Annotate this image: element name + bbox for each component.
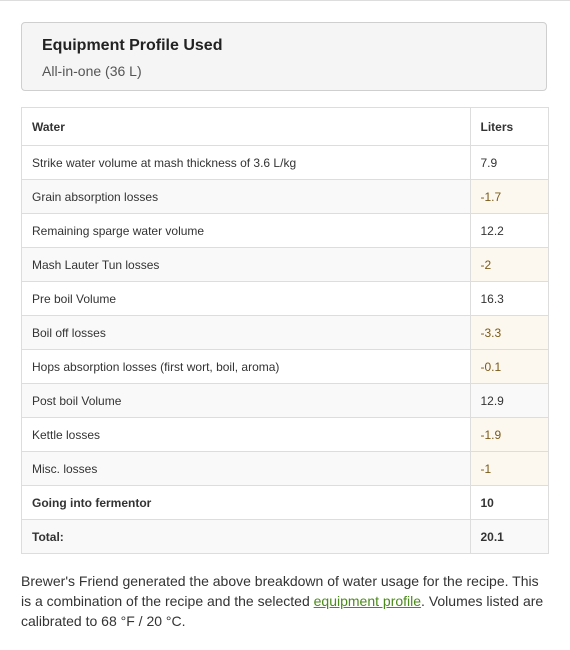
- row-value: -2: [469, 247, 548, 282]
- total-label: Total:: [22, 519, 470, 553]
- explanation-text-end: . Volumes listed are calibrated to 68 °F…: [21, 593, 544, 629]
- table-row: Strike water volume at mash thickness of…: [22, 145, 548, 180]
- table-row: Misc. losses -1: [22, 451, 548, 486]
- row-label: Hops absorption losses (first wort, boil…: [22, 349, 470, 384]
- row-value: 12.9: [469, 383, 548, 418]
- row-label: Strike water volume at mash thickness of…: [22, 145, 470, 180]
- table-row: Mash Lauter Tun losses -2: [22, 247, 548, 282]
- column-header-water: Water: [32, 119, 65, 134]
- table-row: Going into fermentor 10: [22, 485, 548, 520]
- row-value: -3.3: [469, 315, 548, 350]
- row-label: Misc. losses: [22, 451, 470, 486]
- row-value: -1.9: [469, 417, 548, 452]
- table-row: Pre boil Volume 16.3: [22, 281, 548, 316]
- row-value: 12.2: [469, 213, 548, 248]
- breakdown-explanation: Brewer's Friend generated the above brea…: [21, 571, 549, 631]
- equipment-profile-panel: Equipment Profile Used All-in-one (36 L): [21, 22, 547, 91]
- row-value: 7.9: [469, 145, 548, 180]
- row-value: 10: [469, 485, 548, 520]
- table-row: Grain absorption losses -1.7: [22, 179, 548, 214]
- table-row: Remaining sparge water volume 12.2: [22, 213, 548, 248]
- row-value: -1: [469, 451, 548, 486]
- water-breakdown-table: Water Liters Strike water volume at mash…: [21, 107, 549, 554]
- row-label: Post boil Volume: [22, 383, 470, 418]
- table-row: Boil off losses -3.3: [22, 315, 548, 350]
- table-header-row: Water Liters: [22, 108, 548, 146]
- row-value: -0.1: [469, 349, 548, 384]
- row-label: Going into fermentor: [22, 485, 470, 520]
- table-row: Kettle losses -1.9: [22, 417, 548, 452]
- explanation-text-start: Brewer's Friend generated the above brea…: [21, 573, 539, 609]
- row-label: Pre boil Volume: [22, 281, 470, 316]
- table-row: Post boil Volume 12.9: [22, 383, 548, 418]
- total-row: Total: 20.1: [22, 519, 548, 553]
- row-label: Mash Lauter Tun losses: [22, 247, 470, 282]
- equipment-profile-link[interactable]: equipment profile: [313, 593, 422, 609]
- row-label: Remaining sparge water volume: [22, 213, 470, 248]
- column-header-liters: Liters: [469, 108, 548, 146]
- row-label: Grain absorption losses: [22, 179, 470, 214]
- equipment-profile-value: All-in-one (36 L): [42, 63, 142, 79]
- table-row: Hops absorption losses (first wort, boil…: [22, 349, 548, 384]
- top-divider: [0, 0, 570, 1]
- total-value: 20.1: [469, 519, 548, 553]
- row-value: -1.7: [469, 179, 548, 214]
- row-value: 16.3: [469, 281, 548, 316]
- row-label: Boil off losses: [22, 315, 470, 350]
- row-label: Kettle losses: [22, 417, 470, 452]
- equipment-profile-title: Equipment Profile Used: [42, 37, 223, 54]
